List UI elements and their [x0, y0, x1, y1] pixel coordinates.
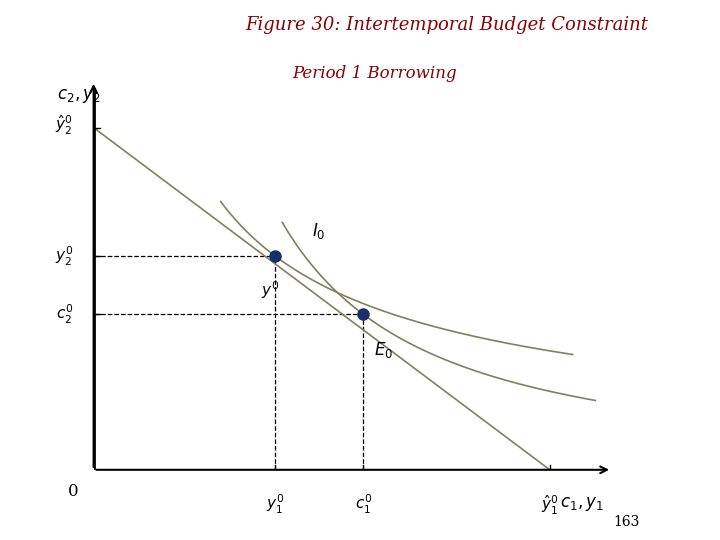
Text: $y_1^0$: $y_1^0$ [266, 493, 284, 516]
Text: $\hat{y}_2^0$: $\hat{y}_2^0$ [55, 114, 73, 137]
Text: 0: 0 [68, 483, 78, 500]
Text: 163: 163 [613, 515, 639, 529]
Text: Figure 30: Intertemporal Budget Constraint: Figure 30: Intertemporal Budget Constrai… [245, 16, 648, 34]
Text: $c_1^0$: $c_1^0$ [354, 493, 372, 516]
Text: $c_2^0$: $c_2^0$ [55, 303, 73, 326]
Text: $c_1, y_1$: $c_1, y_1$ [560, 495, 604, 513]
Text: $I_0$: $I_0$ [312, 221, 326, 241]
Text: $\hat{y}_1^0$: $\hat{y}_1^0$ [541, 493, 559, 517]
Text: $y^0$: $y^0$ [261, 279, 279, 301]
Text: $c_2, y_2$: $c_2, y_2$ [58, 87, 101, 105]
Text: Period 1 Borrowing: Period 1 Borrowing [292, 65, 456, 82]
Text: $E_0$: $E_0$ [374, 340, 392, 360]
Text: $y_2^0$: $y_2^0$ [55, 245, 73, 267]
